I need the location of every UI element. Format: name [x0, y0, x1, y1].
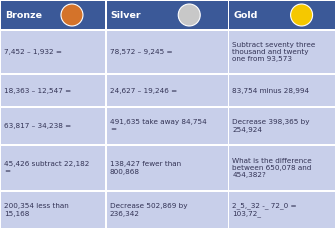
Bar [229, 31, 335, 73]
Bar [1, 146, 105, 190]
Bar [107, 75, 228, 106]
Bar [229, 1, 335, 29]
Text: 83,754 minus 28,994: 83,754 minus 28,994 [233, 87, 309, 93]
Text: Gold: Gold [234, 11, 258, 19]
Bar [1, 1, 105, 29]
Circle shape [61, 4, 83, 26]
Bar [107, 108, 228, 144]
Text: Bronze: Bronze [5, 11, 42, 19]
Bar [1, 31, 105, 73]
Bar [229, 108, 335, 144]
Text: 45,426 subtract 22,182
=: 45,426 subtract 22,182 = [4, 161, 89, 175]
Circle shape [178, 4, 200, 26]
Text: Silver: Silver [111, 11, 141, 19]
Text: 24,627 – 19,246 =: 24,627 – 19,246 = [110, 87, 177, 93]
Text: 63,817 – 34,238 =: 63,817 – 34,238 = [4, 123, 71, 129]
Bar [107, 31, 228, 73]
Bar [107, 1, 228, 29]
Bar [107, 192, 228, 228]
Bar [229, 146, 335, 190]
Text: Decrease 502,869 by
236,342: Decrease 502,869 by 236,342 [110, 203, 187, 217]
Text: What is the difference
between 650,078 and
454,382?: What is the difference between 650,078 a… [233, 158, 312, 178]
Text: 138,427 fewer than
800,868: 138,427 fewer than 800,868 [110, 161, 181, 175]
Text: 200,354 less than
15,168: 200,354 less than 15,168 [4, 203, 69, 217]
Bar [229, 75, 335, 106]
Circle shape [291, 4, 312, 26]
Bar [229, 192, 335, 228]
Bar [1, 192, 105, 228]
Text: 491,635 take away 84,754
=: 491,635 take away 84,754 = [110, 119, 207, 133]
Text: 2_5,_32 -_ 72_0 =
103,72_: 2_5,_32 -_ 72_0 = 103,72_ [233, 203, 297, 217]
Text: Subtract seventy three
thousand and twenty
one from 93,573: Subtract seventy three thousand and twen… [233, 42, 316, 62]
Bar [1, 108, 105, 144]
Text: 7,452 – 1,932 =: 7,452 – 1,932 = [4, 49, 62, 55]
Bar [107, 146, 228, 190]
Bar [1, 75, 105, 106]
Text: Decrease 398,365 by
254,924: Decrease 398,365 by 254,924 [233, 119, 310, 133]
Text: 78,572 – 9,245 =: 78,572 – 9,245 = [110, 49, 172, 55]
Text: 18,363 – 12,547 =: 18,363 – 12,547 = [4, 87, 71, 93]
